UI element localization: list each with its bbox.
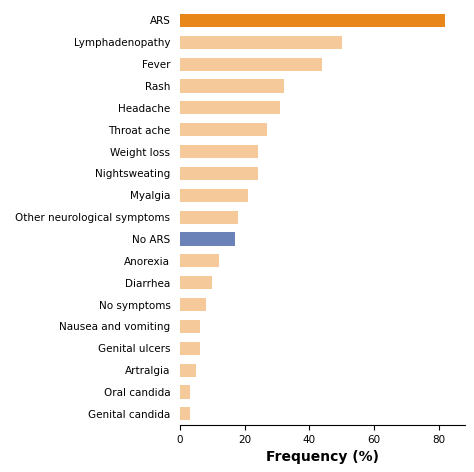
X-axis label: Frequency (%): Frequency (%) — [266, 450, 379, 464]
Bar — [180, 254, 219, 268]
Bar — [180, 167, 258, 180]
Bar — [180, 232, 235, 245]
Bar — [180, 386, 190, 398]
Bar — [180, 298, 206, 311]
Bar — [180, 363, 196, 377]
Bar — [180, 14, 445, 27]
Bar — [180, 320, 200, 333]
Bar — [180, 189, 248, 202]
Bar — [180, 101, 280, 114]
Bar — [180, 123, 267, 136]
Bar — [180, 36, 342, 49]
Bar — [180, 342, 200, 355]
Bar — [180, 145, 258, 158]
Bar — [180, 407, 190, 421]
Bar — [180, 211, 238, 224]
Bar — [180, 58, 322, 71]
Bar — [180, 79, 283, 93]
Bar — [180, 276, 212, 289]
